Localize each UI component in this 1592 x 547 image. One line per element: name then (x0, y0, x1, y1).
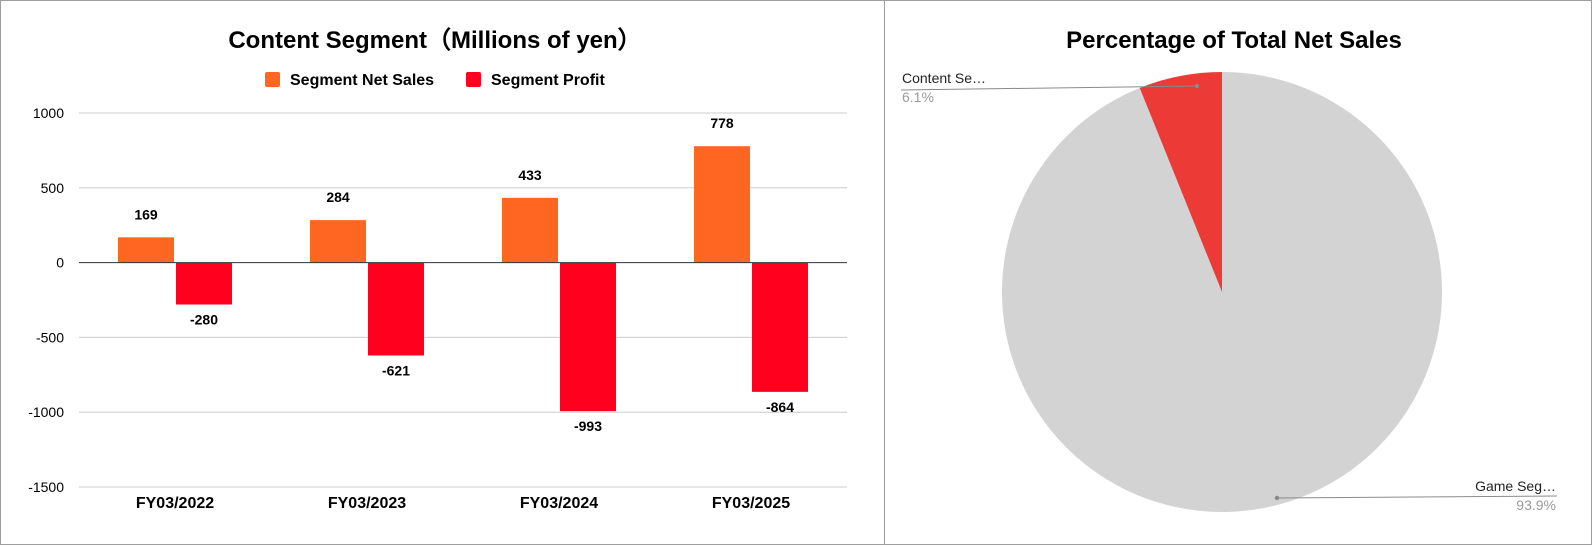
pie-label-content: Content Se… 6.1% (900, 70, 1200, 105)
x-tick-label: FY03/2025 (712, 495, 790, 512)
pie-slice-content-se (1139, 72, 1222, 292)
legend-label-net-sales: Segment Net Sales (290, 72, 434, 89)
y-axis-ticks: 1000 500 0 -500 -1000 -1500 (28, 105, 64, 495)
legend-swatch-net-sales (265, 72, 280, 87)
pie-chart-panel: Percentage of Total Net Sales Content Se… (884, 0, 1592, 545)
bar-segment-net-sales-fy03-2023 (310, 220, 366, 263)
bar-chart: Content Segment（Millions of yen） Segment… (28, 27, 847, 512)
data-label-segment-net-sales-fy03-2022: 169 (134, 206, 158, 222)
data-label-segment-net-sales-fy03-2023: 284 (326, 189, 350, 205)
slice-name-content: Content Se… (902, 70, 986, 86)
slice-pct-game: 93.9% (1516, 497, 1556, 513)
x-tick-label: FY03/2022 (136, 495, 214, 512)
legend-swatch-profit (466, 72, 481, 87)
bar-chart-panel: Content Segment（Millions of yen） Segment… (0, 0, 885, 545)
leader-dot-game (1274, 495, 1280, 501)
y-tick-label: -1500 (28, 479, 64, 495)
bar-chart-title: Content Segment（Millions of yen） (228, 27, 641, 54)
bar-segment-net-sales-fy03-2024 (502, 197, 558, 263)
x-tick-label: FY03/2023 (328, 495, 406, 512)
bar-segment-profit-fy03-2025 (752, 262, 808, 392)
data-label-segment-profit-fy03-2022: -280 (190, 311, 218, 327)
pie-label-game: Game Seg… 93.9% (1274, 478, 1558, 513)
data-label-segment-profit-fy03-2024: -993 (574, 418, 602, 434)
leader-line-game (1276, 495, 1558, 499)
pie-chart: Percentage of Total Net Sales Content Se… (900, 27, 1558, 513)
bar-segment-net-sales-fy03-2022 (118, 237, 174, 263)
data-label-segment-profit-fy03-2025: -864 (766, 399, 794, 415)
bar-segment-profit-fy03-2024 (560, 262, 616, 412)
bar-segment-profit-fy03-2023 (368, 262, 424, 356)
leader-dot-content (1194, 83, 1200, 89)
data-labels: 169 -280 284 -621 433 -993 778 -864 (134, 115, 794, 434)
y-tick-label: -500 (36, 329, 64, 345)
y-tick-label: 500 (41, 180, 65, 196)
pie-chart-title: Percentage of Total Net Sales (1066, 27, 1402, 54)
pie-slices (1002, 72, 1442, 512)
legend: Segment Net Sales Segment Profit (265, 72, 605, 89)
y-tick-label: 1000 (33, 105, 64, 121)
data-label-segment-net-sales-fy03-2024: 433 (518, 167, 542, 183)
y-tick-label: 0 (56, 255, 64, 271)
y-tick-label: -1000 (28, 404, 64, 420)
slice-name-game: Game Seg… (1475, 478, 1556, 494)
slice-pct-content: 6.1% (902, 89, 934, 105)
x-tick-label: FY03/2024 (520, 495, 598, 512)
bars (118, 146, 808, 412)
data-label-segment-profit-fy03-2023: -621 (382, 363, 410, 379)
legend-label-profit: Segment Profit (491, 72, 605, 89)
bar-segment-net-sales-fy03-2025 (694, 146, 750, 263)
x-axis-ticks: FY03/2022 FY03/2023 FY03/2024 FY03/2025 (136, 495, 790, 512)
pie-slice-game-seg (1002, 72, 1442, 512)
leader-line-content (900, 85, 1198, 91)
bar-segment-profit-fy03-2022 (176, 262, 232, 305)
data-label-segment-net-sales-fy03-2025: 778 (710, 115, 734, 131)
